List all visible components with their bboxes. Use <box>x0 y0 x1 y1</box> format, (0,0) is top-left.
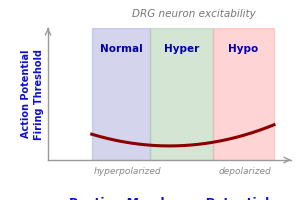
Text: hyperpolarized: hyperpolarized <box>94 167 162 176</box>
Text: Normal: Normal <box>100 44 142 54</box>
Text: Resting Membrane Potential: Resting Membrane Potential <box>69 197 270 200</box>
Text: DRG neuron excitability: DRG neuron excitability <box>132 9 256 19</box>
Text: depolarized: depolarized <box>219 167 272 176</box>
Bar <box>213 28 274 160</box>
Bar <box>92 28 150 160</box>
Text: Hypo: Hypo <box>229 44 259 54</box>
Text: Hyper: Hyper <box>164 44 199 54</box>
Y-axis label: Action Potential
Firing Threshold: Action Potential Firing Threshold <box>21 48 44 139</box>
Bar <box>150 28 213 160</box>
